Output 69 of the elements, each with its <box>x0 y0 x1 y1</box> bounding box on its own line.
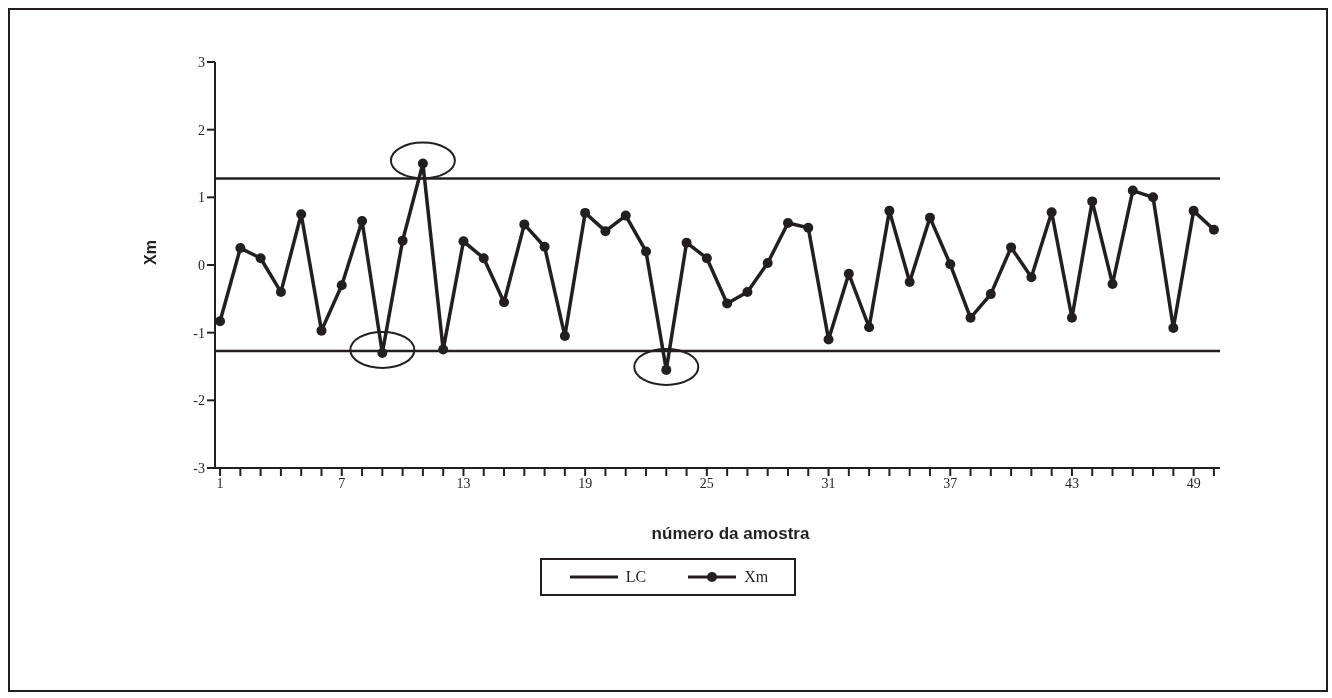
point <box>945 259 956 270</box>
point <box>478 253 489 264</box>
point <box>641 246 651 257</box>
point <box>499 297 510 308</box>
point <box>620 210 631 221</box>
point <box>701 253 712 264</box>
x-tick-label: 19 <box>578 475 593 491</box>
point <box>1127 185 1138 196</box>
point <box>580 207 591 218</box>
point <box>235 243 246 254</box>
x-tick-label: 13 <box>456 475 471 491</box>
y-tick-label: -3 <box>193 460 205 476</box>
point <box>1107 278 1118 289</box>
point <box>762 257 773 268</box>
y-axis-title: Xm <box>141 240 159 265</box>
point <box>965 312 976 323</box>
point <box>316 325 327 336</box>
point <box>803 222 814 233</box>
point <box>296 209 307 220</box>
y-tick-label: 1 <box>198 190 205 206</box>
point <box>1006 242 1017 253</box>
point <box>1066 312 1077 323</box>
point <box>519 219 530 230</box>
point <box>357 216 368 227</box>
x-tick-label: 49 <box>1186 475 1201 491</box>
point <box>864 322 875 333</box>
x-tick-label: 1 <box>216 475 224 491</box>
point <box>843 268 854 279</box>
point <box>1148 192 1159 203</box>
point <box>336 280 347 291</box>
point <box>1046 207 1057 218</box>
point <box>722 298 733 309</box>
x-axis-title: número da amostra <box>650 524 811 544</box>
point <box>1168 322 1179 333</box>
point <box>275 287 286 298</box>
point <box>985 289 996 300</box>
y-tick-label: -2 <box>193 393 205 409</box>
point <box>1026 272 1037 283</box>
y-tick-label: 3 <box>198 54 205 70</box>
point <box>559 331 570 342</box>
point <box>661 364 672 375</box>
point <box>924 212 935 223</box>
point <box>458 236 469 247</box>
x-tick-label: 25 <box>699 475 714 491</box>
x-tick-label: 37 <box>943 475 958 491</box>
point <box>600 226 611 237</box>
legend-label: LC <box>625 568 647 586</box>
point <box>782 218 793 229</box>
point <box>823 334 834 345</box>
point <box>1188 205 1199 216</box>
y-tick-label: 2 <box>198 122 205 138</box>
x-tick-label: 43 <box>1064 475 1079 491</box>
x-tick-label: 31 <box>821 475 836 491</box>
point <box>681 237 692 248</box>
point <box>884 205 895 216</box>
y-tick-label: 0 <box>198 257 205 273</box>
point <box>255 253 266 264</box>
y-tick-label: -1 <box>193 325 205 341</box>
legend-label: Xm <box>744 568 769 586</box>
point <box>397 235 408 246</box>
x-tick-label: 7 <box>338 475 346 491</box>
point <box>1087 196 1098 207</box>
point <box>377 347 388 358</box>
point <box>1208 224 1219 235</box>
point <box>215 316 226 327</box>
point <box>438 344 449 355</box>
point <box>539 241 550 252</box>
point <box>742 287 753 298</box>
point <box>417 158 428 169</box>
